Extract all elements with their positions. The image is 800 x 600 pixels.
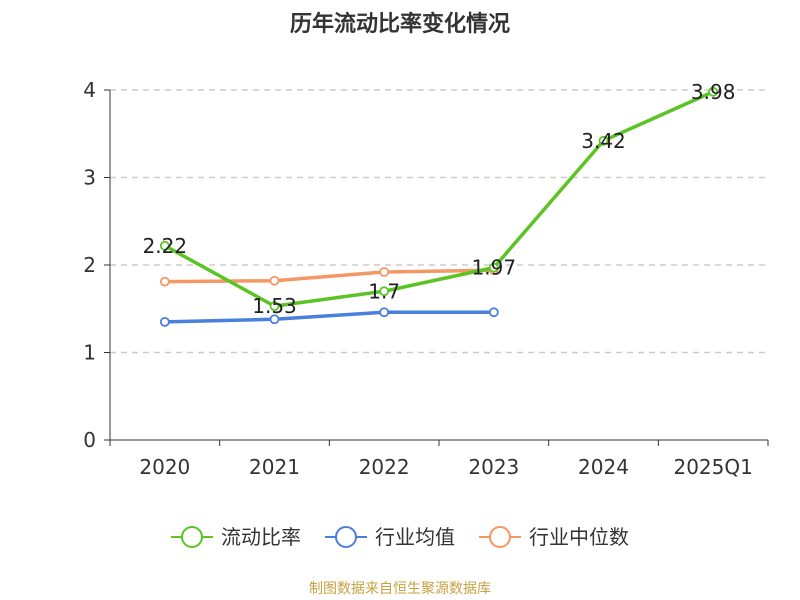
legend: 流动比率 行业均值 行业中位数 bbox=[171, 525, 629, 549]
legend-marker bbox=[181, 526, 203, 548]
data-label: 1.7 bbox=[368, 279, 400, 303]
legend-item-1[interactable]: 行业均值 bbox=[325, 525, 455, 549]
series-line bbox=[163, 90, 714, 308]
data-point[interactable] bbox=[269, 275, 280, 286]
series-line bbox=[164, 310, 494, 324]
legend-label: 行业中位数 bbox=[529, 525, 629, 549]
y-tick-label: 3 bbox=[83, 166, 96, 190]
chart-title: 历年流动比率变化情况 bbox=[289, 12, 510, 37]
x-tick-label: 2020 bbox=[139, 455, 190, 479]
series-0 bbox=[159, 86, 719, 312]
series-line bbox=[164, 268, 494, 284]
data-point[interactable] bbox=[159, 316, 170, 327]
legend-label: 行业均值 bbox=[375, 525, 455, 549]
data-labels: 2.22 1.53 1.7 1.97 3.42 3.98 bbox=[143, 80, 736, 318]
data-point[interactable] bbox=[269, 314, 280, 325]
y-tick-label: 4 bbox=[83, 78, 96, 102]
data-point[interactable] bbox=[379, 286, 390, 297]
x-tick-label: 2025Q1 bbox=[673, 455, 752, 479]
y-tick-label: 2 bbox=[83, 253, 96, 277]
legend-item-0[interactable]: 流动比率 bbox=[171, 525, 301, 549]
data-point[interactable] bbox=[708, 86, 719, 97]
data-point[interactable] bbox=[598, 135, 609, 146]
data-point[interactable] bbox=[488, 307, 499, 318]
series-1 bbox=[159, 307, 499, 327]
data-label: 3.98 bbox=[691, 80, 736, 104]
data-label: 2.22 bbox=[143, 234, 188, 258]
axes: 0 1 2 3 4 2020 2021 2022 2023 2024 2025Q1 bbox=[83, 78, 769, 479]
data-point[interactable] bbox=[379, 267, 390, 277]
data-label: 1.97 bbox=[472, 256, 517, 280]
legend-item-2[interactable]: 行业中位数 bbox=[479, 525, 629, 549]
data-point[interactable] bbox=[159, 240, 170, 251]
source-note: 制图数据来自恒生聚源数据库 bbox=[309, 581, 491, 597]
data-point[interactable] bbox=[488, 262, 499, 273]
x-tick-label: 2021 bbox=[249, 455, 300, 479]
x-tick-label: 2024 bbox=[578, 455, 629, 479]
legend-marker bbox=[489, 526, 511, 548]
data-point[interactable] bbox=[269, 301, 280, 312]
data-label: 1.53 bbox=[252, 294, 297, 318]
series-group bbox=[159, 86, 719, 327]
y-tick-label: 0 bbox=[83, 428, 96, 452]
x-tick-label: 2022 bbox=[359, 455, 410, 479]
data-label: 3.42 bbox=[581, 129, 626, 153]
x-tick-label: 2023 bbox=[468, 455, 519, 479]
legend-marker bbox=[335, 526, 357, 548]
data-point[interactable] bbox=[159, 276, 170, 287]
legend-label: 流动比率 bbox=[221, 525, 301, 549]
y-tick-label: 1 bbox=[83, 341, 96, 365]
data-point[interactable] bbox=[379, 307, 390, 318]
